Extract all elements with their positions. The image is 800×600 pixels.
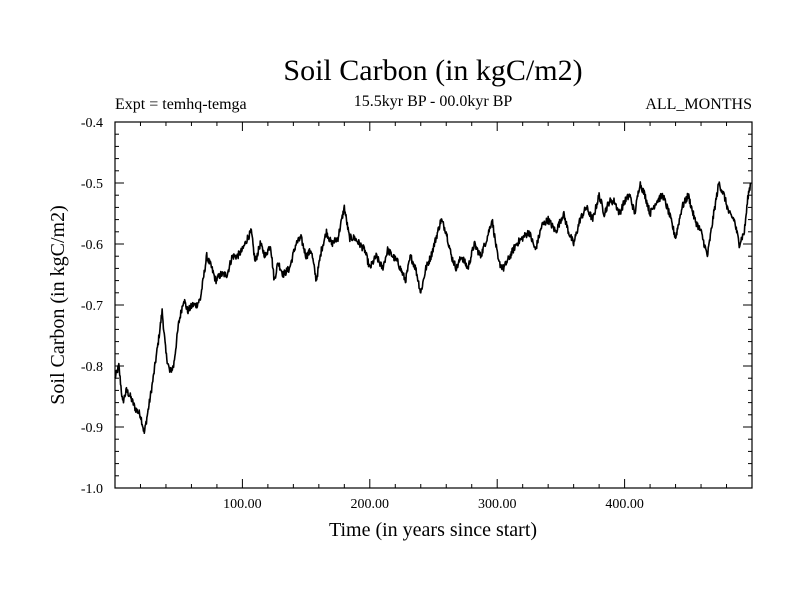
x-tick-labels: 100.00 200.00 300.00 400.00 — [223, 497, 644, 512]
y-tick-label: -0.9 — [81, 421, 103, 436]
chart-title: Soil Carbon (in kgC/m2) — [283, 54, 582, 87]
y-tick-label: -0.6 — [81, 238, 103, 253]
y-tick-label: -0.4 — [81, 116, 103, 131]
y-tick-label: -0.7 — [81, 299, 103, 314]
y-axis-label: Soil Carbon (in kgC/m2) — [47, 205, 69, 404]
x-tick-label: 100.00 — [223, 497, 262, 512]
plot-frame — [114, 121, 753, 489]
x-tick-label: 200.00 — [351, 497, 390, 512]
months-label: ALL_MONTHS — [645, 96, 752, 113]
plot-area: 100.00 200.00 300.00 400.00 -1.0 -0.9 -0.8 -0.… — [81, 116, 753, 512]
y-tick-labels: -1.0 -0.9 -0.8 -0.7 -0.6 -0.5 -0.4 — [81, 116, 103, 497]
x-tick-label: 400.00 — [605, 497, 644, 512]
y-tick-label: -0.5 — [81, 177, 103, 192]
axis-ticks — [115, 121, 752, 489]
x-tick-label: 300.00 — [478, 497, 517, 512]
time-range-label: 15.5kyr BP - 00.0kyr BP — [354, 93, 513, 110]
experiment-label: Expt = temhq-temga — [115, 96, 247, 113]
y-tick-label: -0.8 — [81, 360, 103, 375]
y-tick-label: -1.0 — [81, 482, 103, 497]
series-line — [114, 181, 752, 435]
x-axis-label: Time (in years since start) — [329, 519, 537, 541]
